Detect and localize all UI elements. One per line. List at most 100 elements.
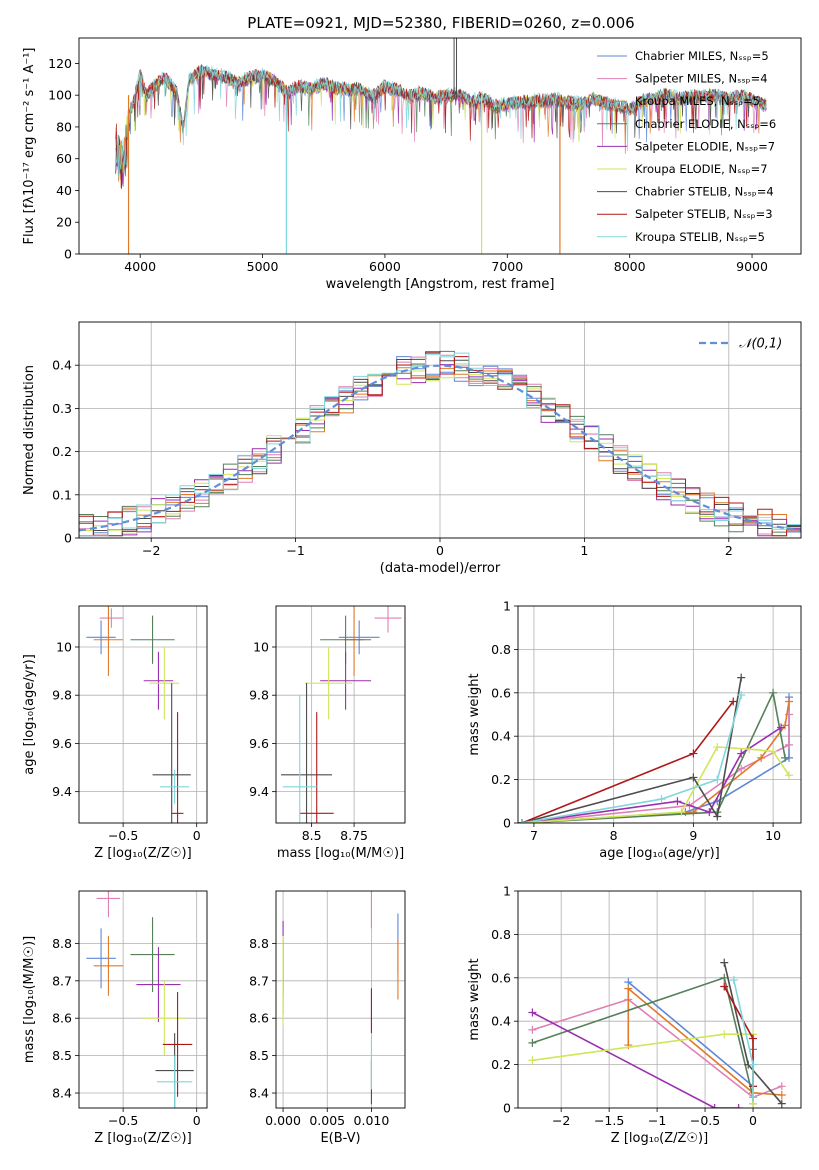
- residuals-plot-area: [79, 322, 801, 538]
- series-marker: [528, 1038, 537, 1047]
- mass_weight_vs_Z-ytick-label: 0.8: [491, 927, 511, 942]
- legend-label: 𝒩(0,1): [739, 337, 782, 352]
- series-marker: [528, 1056, 537, 1065]
- spectrum-ytick-label: 40: [56, 183, 72, 198]
- series-line: [532, 976, 754, 1104]
- spectrum-frame: [78, 37, 802, 255]
- legend-label: Kroupa MILES, Nₛₛₚ=5: [635, 94, 760, 108]
- series-marker: [737, 690, 746, 699]
- mass_vs_Z-plot-area: [79, 891, 207, 1108]
- series-marker: [689, 773, 698, 782]
- mass_vs_Z-ytick-label: 8.4: [52, 1086, 72, 1101]
- spectrum-line: [115, 65, 767, 190]
- histogram-step: [79, 352, 801, 537]
- series-line: [521, 746, 790, 823]
- series-marker: [777, 1090, 786, 1099]
- legend-label: Salpeter MILES, Nₛₛₚ=4: [635, 72, 768, 86]
- mass_weight_vs_Z-xtick-label: −0.5: [690, 1113, 720, 1128]
- residuals-ytick-label: 0.4: [52, 358, 72, 373]
- series-marker: [757, 753, 766, 762]
- age_vs_Z-xtick-label: −0.5: [108, 828, 138, 843]
- series-marker: [710, 1104, 719, 1108]
- series-line: [627, 981, 754, 1098]
- residuals-xtick-label: 0: [436, 543, 444, 558]
- series-marker: [749, 1034, 758, 1043]
- mass_vs_EBV-ytick-label: 8.8: [249, 936, 269, 951]
- residuals-xtick-label: 2: [725, 543, 733, 558]
- normal-curve: [79, 364, 801, 532]
- spectrum-xtick-label: 7000: [491, 259, 523, 274]
- series-marker: [737, 673, 746, 682]
- mass_weight_vs_Z-ytick-label: 0: [503, 1101, 511, 1116]
- series-marker: [777, 1099, 786, 1108]
- series-marker: [781, 753, 790, 762]
- spectrum-xtick-label: 9000: [736, 259, 768, 274]
- mass_weight_vs_age-plot-area: [518, 606, 801, 823]
- spectrum-xtick-label: 8000: [614, 259, 646, 274]
- mass_vs_EBV-ytick-label: 8.4: [249, 1086, 269, 1101]
- series-line: [532, 1011, 739, 1108]
- age_vs_mass-xlabel: mass [log₁₀(M/M☉)]: [277, 846, 404, 861]
- legend-label: Chabrier MILES, Nₛₛₚ=5: [635, 49, 769, 63]
- mass_vs_EBV-ytick-label: 8.7: [249, 973, 269, 988]
- series-marker: [737, 749, 746, 758]
- age_vs_Z-panel: −0.5 0 9.4 9.6 9.8 10 Z [log₁₀(Z/Z☉)] age [log₁…: [22, 605, 208, 861]
- series-marker: [785, 740, 794, 749]
- residuals-ytick-label: 0: [64, 531, 72, 546]
- series-marker: [785, 697, 794, 706]
- series-marker: [769, 688, 778, 697]
- series-marker: [777, 1082, 786, 1091]
- series-line: [521, 690, 786, 823]
- series-marker: [518, 819, 526, 823]
- age_vs_Z-ytick-label: 10: [56, 639, 72, 654]
- mass_weight_vs_age-ytick-label: 0.2: [491, 772, 511, 787]
- series-marker: [657, 795, 666, 804]
- mass_vs_EBV-xlabel: E(B-V): [320, 1131, 360, 1146]
- mass_weight_vs_age-xtick-label: 7: [530, 828, 538, 843]
- age_vs_mass-ytick-label: 9.4: [249, 784, 269, 799]
- legend-label: Kroupa ELODIE, Nₛₛₚ=7: [635, 162, 768, 176]
- residuals-ytick-label: 0.2: [52, 444, 72, 459]
- spectrum-xtick-label: 6000: [369, 259, 401, 274]
- series-line: [532, 998, 783, 1099]
- mass_weight_vs_age-panel: 7 8 9 10 0 0.2 0.4 0.6 0.8 1 age [log₁₀(age/yr)] ma…: [467, 599, 802, 861]
- series-marker: [720, 973, 729, 982]
- legend-label: Chabrier STELIB, Nₛₛₚ=4: [635, 185, 774, 199]
- mass_weight_vs_age-frame: [517, 605, 802, 824]
- mass_weight_vs_Z-xtick-label: 0: [749, 1113, 757, 1128]
- legend-label: Kroupa STELIB, Nₛₛₚ=5: [635, 230, 765, 244]
- residuals-xtick-label: −1: [286, 543, 304, 558]
- series-marker: [737, 764, 746, 773]
- panels-group: 4000 5000 6000 7000 8000 9000020406080100120w…: [22, 37, 802, 1146]
- age_vs_mass-ytick-label: 10: [253, 639, 269, 654]
- age_vs_Z-ylabel: age [log₁₀(age/yr)]: [22, 654, 37, 775]
- mass_weight_vs_age-xtick-label: 9: [689, 828, 697, 843]
- series-marker: [528, 1025, 537, 1034]
- series-marker: [769, 747, 778, 756]
- series-marker: [720, 982, 729, 991]
- series-marker: [729, 975, 738, 984]
- mass_vs_Z-ytick-label: 8.6: [52, 1011, 72, 1026]
- mass_vs_Z-ytick-label: 8.5: [52, 1048, 72, 1063]
- histogram-step: [79, 352, 801, 537]
- mass_weight_vs_age-ylabel: mass weight: [467, 673, 482, 755]
- mass_vs_Z-ylabel: mass [log₁₀(M/M☉)]: [22, 936, 37, 1063]
- mass_weight_vs_Z-ytick-label: 0.6: [491, 970, 511, 985]
- mass_vs_Z-ytick-label: 8.7: [52, 973, 72, 988]
- residuals-xtick-label: −2: [142, 543, 160, 558]
- mass_vs_EBV-xtick-label: 0.010: [354, 1113, 390, 1128]
- mass_weight_vs_age-xtick-label: 8: [610, 828, 618, 843]
- mass_vs_Z-xtick-label: −0.5: [108, 1113, 138, 1128]
- series-marker: [749, 1060, 758, 1069]
- mass_weight_vs_Z-ylabel: mass weight: [467, 958, 482, 1040]
- age_vs_mass-xtick-label: 8.75: [340, 828, 368, 843]
- age_vs_Z-ytick-label: 9.4: [52, 784, 72, 799]
- mass_weight_vs_Z-plot-area: [518, 891, 801, 1108]
- mass_vs_EBV-ytick-label: 8.5: [249, 1048, 269, 1063]
- mass_weight_vs_age-ytick-label: 0: [503, 816, 511, 831]
- series-marker: [713, 812, 722, 821]
- series-marker: [745, 745, 754, 754]
- mass_vs_Z-frame: [78, 890, 208, 1109]
- mass_weight_vs_age-ytick-label: 0.8: [491, 642, 511, 657]
- mass_weight_vs_Z-ytick-label: 1: [503, 884, 511, 899]
